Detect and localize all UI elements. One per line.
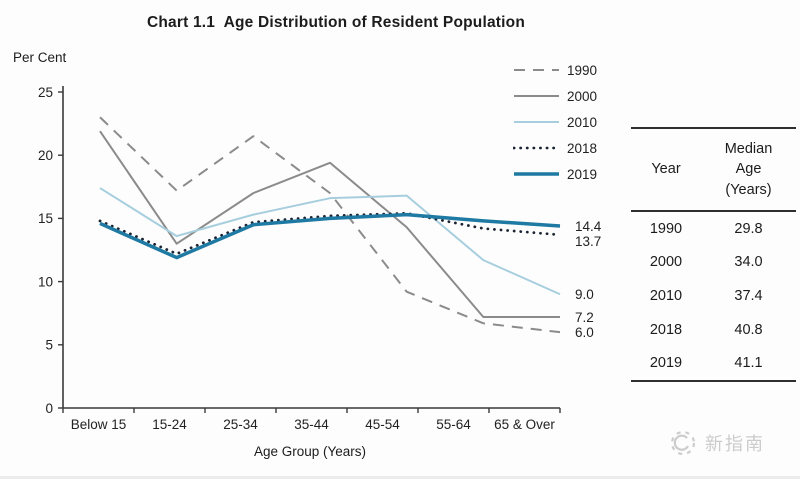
y-tick-label: 10: [38, 274, 53, 289]
table-body: 1990 29.8 2000 34.0 2010 37.4 2018 40.8 2019 41.1: [631, 212, 796, 380]
table-cell-median-age: 34.0: [734, 254, 763, 271]
table-header-year: Year: [651, 161, 681, 178]
age-distribution-chart: 0 5 10 15 20 25 Below 15 15-24 25-34 35-44 45-54 55…: [38, 85, 562, 432]
legend-item-2010: 2010: [513, 112, 597, 132]
chart-title: Chart 1.1 Age Distribution of Resident P…: [147, 14, 525, 31]
table-cell-median-age: 37.4: [734, 287, 763, 304]
table-cell-median-age: 40.8: [734, 321, 763, 338]
table-row-2019: 2019 41.1: [631, 346, 796, 380]
table-header-row: Year Median Age (Years): [631, 129, 796, 210]
watermark: 新指南: [668, 428, 765, 458]
legend-swatch-2018: [513, 146, 560, 150]
legend-item-1990: 1990: [513, 60, 597, 80]
table-rule-top: [631, 127, 796, 129]
legend-label-2000: 2000: [567, 88, 598, 104]
y-axis-title: Per Cent: [13, 50, 67, 65]
table-header-median-age: Median Age (Years): [724, 141, 773, 198]
x-category-label: Below 15: [71, 417, 127, 432]
table-rule-bottom: [631, 379, 796, 382]
y-tick-label: 0: [45, 401, 53, 416]
y-tick-label: 15: [38, 211, 53, 226]
table-row-2000: 2000 34.0: [631, 246, 796, 280]
chart-legend: 1990 2000 2010 2018 2019: [513, 60, 597, 184]
y-tick-label: 25: [38, 85, 53, 100]
bottom-strip: [0, 476, 800, 479]
line-1990: [99, 116, 561, 334]
table-cell-year: 1990: [649, 220, 683, 237]
table-row-2010: 2010 37.4: [631, 279, 796, 313]
table-cell-year: 2018: [649, 321, 683, 338]
legend-swatch-2019: [514, 172, 559, 176]
table-row-1990: 1990 29.8: [631, 212, 796, 246]
x-category-label: 45-54: [365, 417, 400, 432]
end-label-2018: 13.7: [575, 233, 602, 249]
legend-label-2019: 2019: [567, 166, 598, 182]
x-category-label: 65 & Over: [494, 417, 555, 432]
legend-item-2018: 2018: [513, 138, 597, 158]
line-2010: [99, 187, 561, 296]
legend-item-2019: 2019: [513, 164, 597, 184]
y-tick-label: 20: [38, 148, 53, 163]
legend-label-2018: 2018: [567, 140, 598, 156]
x-category-label: 15-24: [152, 417, 187, 432]
y-tick-label: 5: [45, 338, 53, 353]
line-2000: [99, 130, 560, 318]
x-category-label: 55-64: [436, 417, 471, 432]
median-age-table: Year Median Age (Years) 1990 29.8 2000 34.0…: [631, 127, 796, 382]
legend-swatch-2010: [514, 121, 559, 123]
end-label-1990: 6.0: [575, 325, 594, 341]
table-cell-median-age: 41.1: [734, 355, 763, 372]
table-cell-year: 2000: [649, 254, 683, 271]
end-label-2010: 9.0: [575, 287, 594, 303]
table-row-2018: 2018 40.8: [631, 313, 796, 347]
watermark-text: 新指南: [705, 434, 765, 454]
end-label-2000: 7.2: [575, 309, 594, 325]
legend-swatch-1990: [514, 69, 559, 71]
x-category-label: 35-44: [294, 417, 329, 432]
compass-icon: [670, 430, 696, 456]
table-rule-mid: [631, 210, 796, 212]
legend-swatch-2000: [514, 95, 559, 97]
x-category-label: 25-34: [223, 417, 258, 432]
table-cell-median-age: 29.8: [734, 220, 763, 237]
legend-label-1990: 1990: [567, 62, 598, 78]
table-cell-year: 2019: [649, 355, 683, 372]
end-label-2019: 14.4: [575, 218, 602, 234]
x-axis-title: Age Group (Years): [253, 444, 367, 459]
table-cell-year: 2010: [649, 287, 683, 304]
legend-item-2000: 2000: [513, 86, 597, 106]
line-2018: [98, 211, 562, 256]
line-2019: [99, 212, 561, 260]
legend-label-2010: 2010: [567, 114, 598, 130]
